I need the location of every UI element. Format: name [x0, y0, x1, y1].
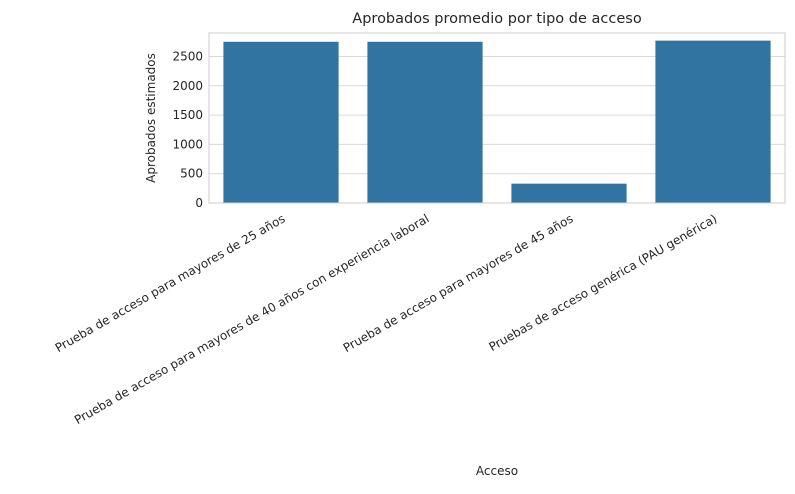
y-tick-label: 1500 — [172, 108, 203, 122]
x-tick-label: Pruebas de acceso genérica (PAU genérica… — [486, 211, 719, 354]
y-tick-label: 2000 — [172, 79, 203, 93]
bar — [223, 41, 339, 203]
chart-title: Aprobados promedio por tipo de acceso — [352, 11, 642, 27]
x-tick-label: Prueba de acceso para mayores de 45 años — [341, 211, 576, 355]
y-tick-labels: 0 500 1000 1500 2000 2500 — [172, 49, 203, 210]
plot-frame — [208, 32, 786, 204]
y-tick-label: 1000 — [172, 137, 203, 151]
x-tick-label: Prueba de acceso para mayores de 25 años — [53, 211, 288, 355]
bar — [511, 183, 627, 203]
y-tick-label: 500 — [180, 167, 203, 181]
y-tick-label: 0 — [195, 196, 203, 210]
axes-spines — [208, 32, 786, 204]
bar — [655, 40, 771, 203]
x-tick-labels: Prueba de acceso para mayores de 25 años… — [53, 211, 720, 427]
bar — [367, 41, 483, 203]
y-axis-label: Aprobados estimados — [144, 53, 158, 183]
bars — [223, 40, 771, 203]
x-axis-label: Acceso — [476, 464, 518, 478]
y-tick-label: 2500 — [172, 49, 203, 63]
